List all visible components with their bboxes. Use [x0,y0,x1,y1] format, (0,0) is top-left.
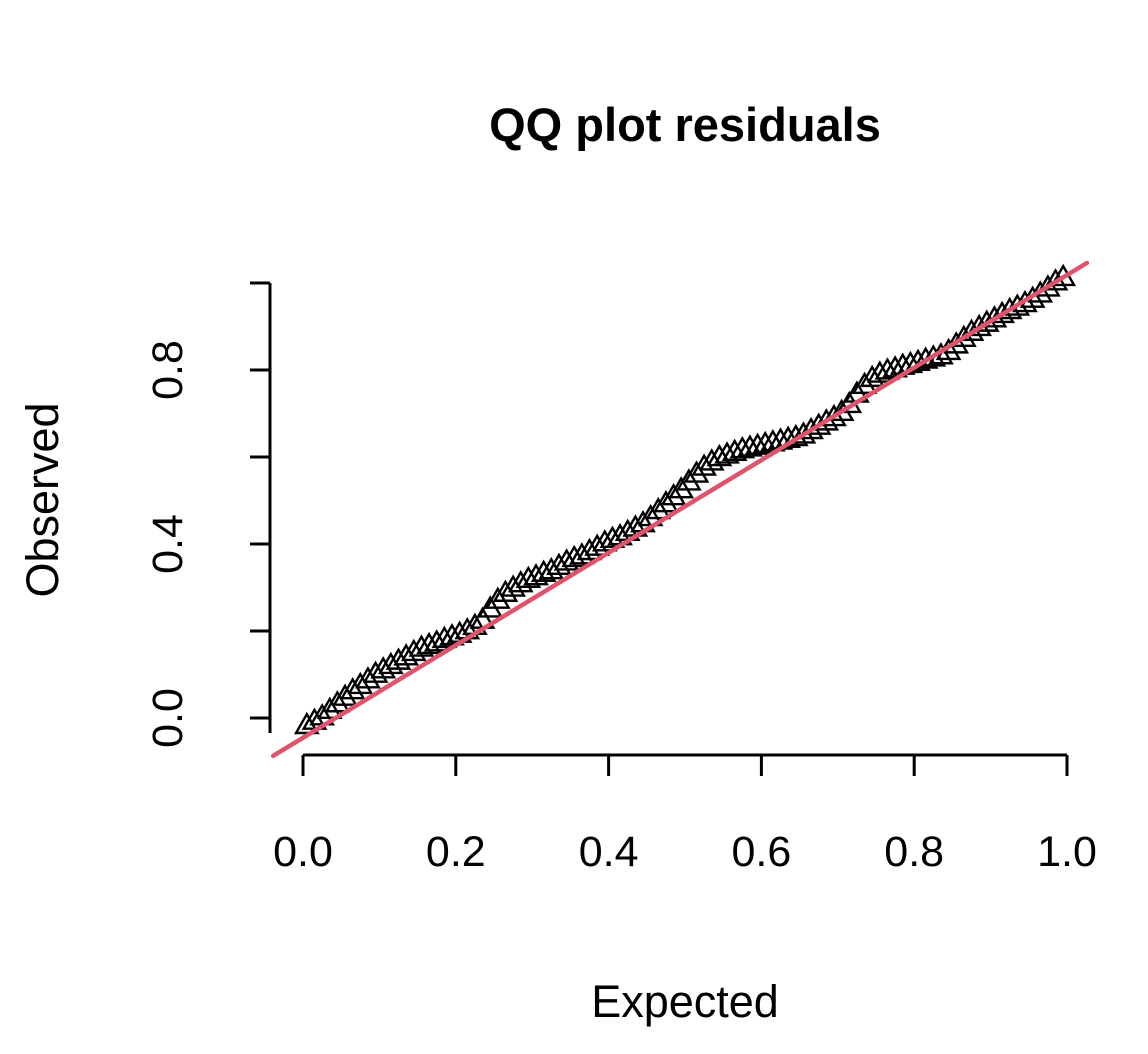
x-tick-label: 0.2 [426,828,486,876]
x-tick-label: 0.4 [579,828,639,876]
x-tick-label: 0.0 [273,828,333,876]
qq-point-marker [752,430,779,454]
y-tick-label: 0.4 [144,514,192,574]
y-tick-label: 0.0 [144,688,192,748]
qq-point-marker [714,441,740,464]
qq-point-marker [332,683,358,706]
qq-point-marker [324,690,351,713]
qq-point-marker [668,476,695,499]
qq-point-marker [675,468,702,491]
qq-point-marker [866,360,893,383]
qq-point-marker [744,432,771,455]
qq-point-marker [882,355,908,378]
qq-point-marker [706,443,733,467]
plot-title: QQ plot residuals [489,98,881,151]
y-tick-label: 0.8 [144,340,192,400]
x-axis: 0.0 0.2 0.4 0.6 0.8 1.0 [273,753,1097,876]
qq-point-marker [653,489,679,513]
qq-point-marker [775,425,802,448]
qq-reference-line [270,260,1090,759]
qq-point-marker [660,482,687,506]
qq-point-marker [737,434,763,457]
x-tick-label: 1.0 [1037,828,1097,876]
qq-point-marker [339,676,366,700]
x-axis-label: Expected [591,976,779,1027]
qq-point-marker [759,429,786,452]
y-axis-label: Observed [17,402,68,597]
qq-point-marker [316,696,343,719]
qq-point-marker [851,371,878,395]
qq-point-marker [431,625,458,649]
data-points [293,263,1077,735]
qq-point-marker [347,671,374,695]
qq-point-marker [683,460,710,483]
qq-point-marker [721,438,748,462]
qq-point-marker [729,436,756,459]
x-tick-label: 0.6 [732,828,792,876]
qq-point-marker [645,496,672,520]
x-tick-label: 0.8 [884,828,944,876]
qq-point-marker [874,357,901,380]
qq-point-marker [821,403,847,427]
reference-line [270,260,1090,759]
y-axis: 0.0 0.4 0.8 [144,281,272,748]
qq-point-marker [408,634,435,657]
qq-point-marker [484,586,511,609]
